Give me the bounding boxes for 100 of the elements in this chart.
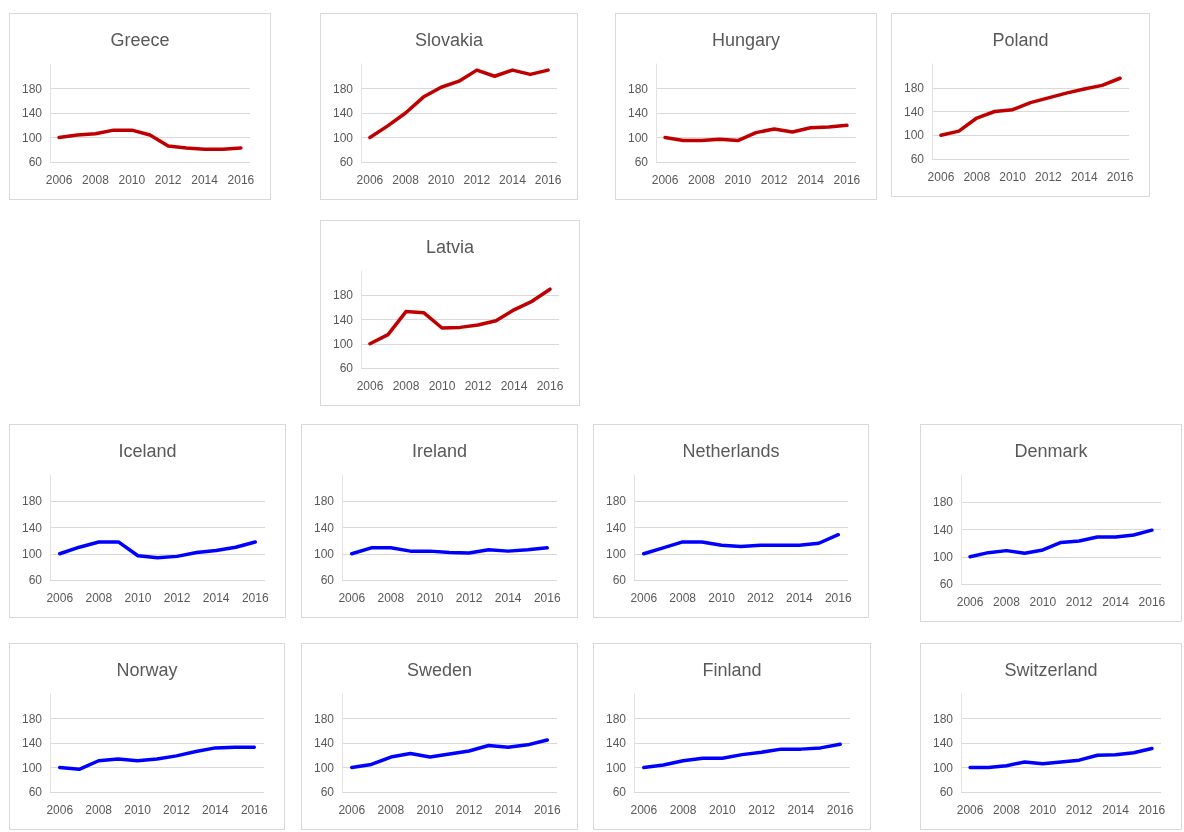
chart-title: Netherlands — [682, 441, 780, 461]
x-tick-label: 2014 — [202, 803, 230, 817]
chart-title: Norway — [116, 660, 178, 680]
y-tick-label: 140 — [21, 106, 43, 120]
x-tick-label: 2016 — [240, 803, 268, 817]
x-tick-label: 2006 — [338, 591, 366, 605]
y-tick-label: 140 — [605, 736, 627, 750]
x-tick-label: 2016 — [1138, 803, 1166, 817]
x-tick-label: 2008 — [688, 173, 716, 187]
chart-title: Sweden — [406, 660, 473, 680]
line-series — [968, 528, 1154, 559]
line-series — [642, 742, 842, 770]
x-tick-label: 2014 — [1070, 170, 1098, 184]
y-tick-label: 100 — [605, 546, 627, 561]
y-tick-label: 60 — [339, 155, 354, 169]
x-tick-label: 2016 — [1106, 170, 1134, 184]
x-tick-label: 2010 — [124, 591, 152, 605]
x-tick-label: 2012 — [163, 591, 191, 605]
x-tick-label: 2006 — [45, 173, 73, 187]
chart-title: Switzerland — [1004, 660, 1098, 680]
y-tick-label: 180 — [605, 711, 627, 726]
x-tick-label: 2010 — [416, 803, 444, 817]
x-tick-label: 2006 — [956, 803, 984, 817]
x-tick-label: 2008 — [377, 591, 405, 605]
y-tick-label: 180 — [932, 711, 954, 726]
line-series — [350, 738, 549, 770]
x-tick-label: 2012 — [463, 173, 491, 187]
x-tick-label: 2006 — [927, 170, 955, 184]
y-tick-label: 100 — [627, 130, 649, 145]
line-series — [57, 128, 243, 151]
x-tick-label: 2010 — [124, 803, 152, 817]
x-tick-label: 2014 — [191, 173, 219, 187]
x-tick-label: 2016 — [533, 591, 561, 605]
chart-title: Finland — [702, 660, 762, 680]
x-tick-label: 2010 — [708, 591, 736, 605]
x-tick-label: 2008 — [963, 170, 991, 184]
x-tick-label: 2006 — [630, 803, 658, 817]
y-tick-label: 140 — [313, 520, 335, 535]
x-tick-label: 2016 — [534, 173, 562, 187]
y-tick-label: 60 — [28, 573, 43, 587]
x-tick-label: 2010 — [1029, 595, 1057, 609]
x-tick-label: 2006 — [46, 803, 74, 817]
line-series — [58, 540, 257, 560]
line-series — [57, 745, 257, 772]
x-tick-label: 2010 — [1029, 803, 1057, 817]
x-tick-label: 2016 — [833, 173, 861, 187]
x-tick-label: 2014 — [1102, 803, 1130, 817]
y-tick-label: 180 — [932, 495, 954, 510]
y-tick-label: 60 — [28, 155, 43, 169]
x-tick-label: 2008 — [993, 595, 1021, 609]
chart-title: Ireland — [411, 441, 468, 461]
x-tick-label: 2010 — [999, 170, 1027, 184]
x-tick-label: 2012 — [154, 173, 182, 187]
y-tick-label: 140 — [21, 736, 43, 750]
x-tick-label: 2016 — [824, 591, 852, 605]
x-tick-label: 2012 — [748, 803, 776, 817]
y-tick-label: 180 — [21, 494, 43, 509]
x-tick-label: 2008 — [392, 173, 420, 187]
x-tick-label: 2006 — [956, 595, 984, 609]
x-tick-label: 2014 — [500, 379, 528, 393]
y-tick-label: 100 — [332, 336, 354, 351]
y-tick-label: 60 — [612, 785, 627, 799]
x-tick-label: 2010 — [709, 803, 737, 817]
x-tick-label: 2012 — [1035, 170, 1063, 184]
x-tick-label: 2008 — [377, 803, 405, 817]
y-tick-label: 140 — [932, 736, 954, 750]
x-tick-label: 2014 — [494, 803, 522, 817]
x-tick-label: 2010 — [427, 173, 455, 187]
x-tick-label: 2010 — [724, 173, 752, 187]
y-tick-label: 60 — [339, 361, 354, 375]
x-tick-label: 2008 — [669, 803, 697, 817]
y-tick-label: 60 — [939, 577, 954, 591]
x-tick-label: 2014 — [1102, 595, 1130, 609]
y-tick-label: 100 — [605, 760, 627, 775]
y-tick-label: 180 — [605, 494, 627, 509]
x-tick-label: 2014 — [787, 803, 815, 817]
x-tick-label: 2006 — [46, 591, 74, 605]
y-tick-label: 100 — [903, 128, 925, 143]
x-tick-label: 2008 — [85, 803, 113, 817]
y-tick-label: 140 — [932, 522, 954, 537]
y-tick-label: 140 — [903, 104, 925, 119]
x-tick-label: 2014 — [202, 591, 230, 605]
y-tick-label: 100 — [313, 546, 335, 561]
x-tick-label: 2008 — [85, 591, 113, 605]
x-tick-label: 2010 — [416, 591, 444, 605]
x-tick-label: 2006 — [356, 173, 384, 187]
x-tick-label: 2006 — [651, 173, 679, 187]
x-tick-label: 2010 — [428, 379, 456, 393]
x-tick-label: 2016 — [1138, 595, 1166, 609]
line-series — [368, 287, 552, 346]
x-tick-label: 2012 — [1065, 595, 1093, 609]
y-tick-label: 100 — [21, 130, 43, 145]
chart-title: Slovakia — [414, 30, 484, 50]
x-tick-label: 2016 — [826, 803, 854, 817]
x-tick-label: 2014 — [797, 173, 825, 187]
x-tick-label: 2008 — [993, 803, 1021, 817]
y-tick-label: 60 — [634, 155, 649, 169]
y-tick-label: 60 — [320, 573, 335, 587]
x-tick-label: 2006 — [338, 803, 366, 817]
y-tick-label: 180 — [903, 80, 925, 95]
